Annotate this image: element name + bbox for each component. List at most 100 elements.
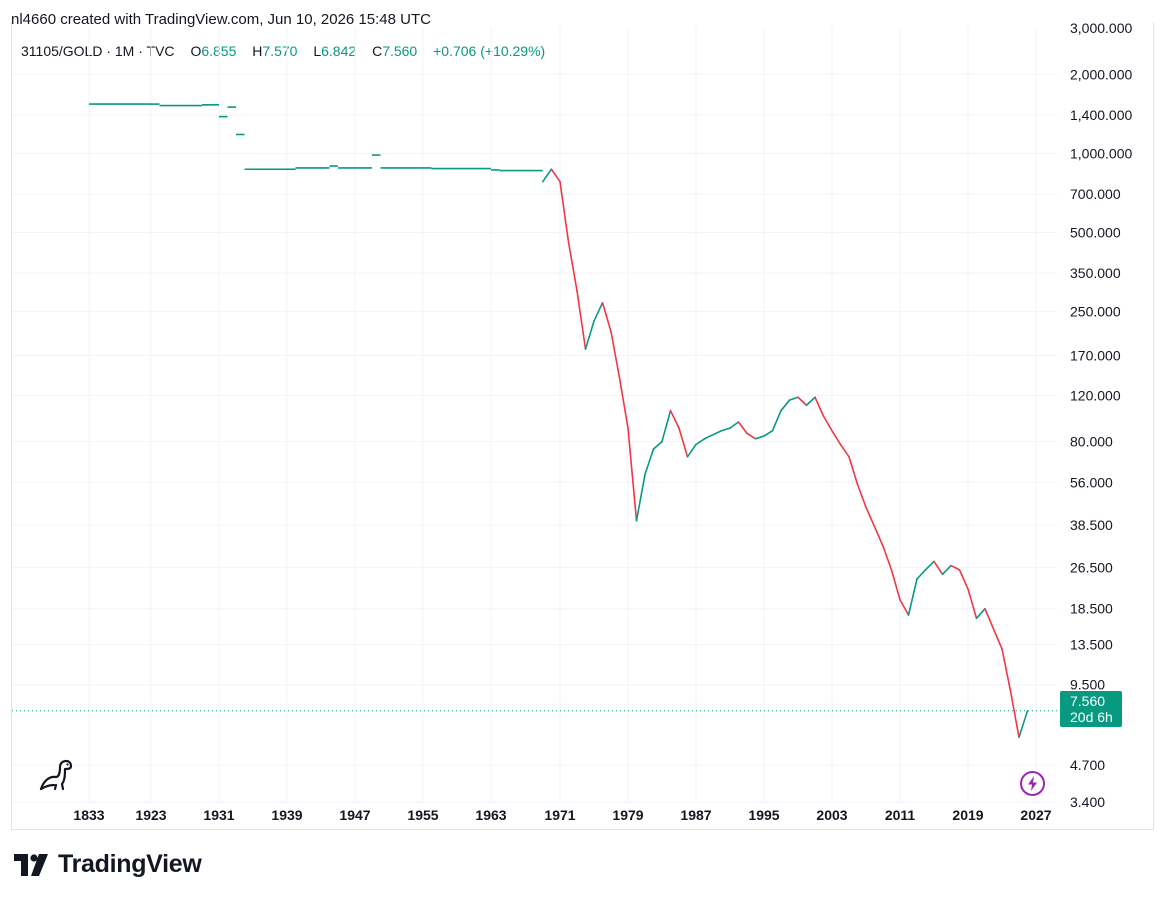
x-tick-label: 1947 — [339, 807, 370, 823]
data-point — [618, 376, 629, 429]
tradingview-logo-icon — [14, 853, 48, 876]
data-point — [805, 396, 816, 407]
y-tick-label: 250.000 — [1070, 304, 1121, 320]
x-tick-label: 1979 — [612, 807, 643, 823]
high-value: 7.570 — [262, 43, 298, 59]
data-point — [950, 564, 961, 571]
data-point — [831, 429, 842, 446]
ohlc-legend: 31105/GOLD · 1M · TVC O6.855 H7.570 L6.8… — [21, 43, 545, 59]
y-tick-label: 500.000 — [1070, 224, 1121, 240]
data-point — [933, 560, 944, 576]
data-point — [661, 409, 672, 443]
data-point — [958, 569, 969, 590]
data-point — [541, 168, 553, 183]
y-tick-label: 18.500 — [1070, 601, 1113, 617]
symbol-label[interactable]: 31105/GOLD · 1M · TVC — [21, 43, 175, 59]
change-value: +0.706 (+10.29%) — [433, 43, 546, 59]
x-tick-label: 1923 — [135, 807, 166, 823]
tradingview-brand[interactable]: TradingView — [14, 850, 202, 879]
y-tick-label: 38.500 — [1070, 517, 1113, 533]
x-tick-label: 2027 — [1020, 807, 1051, 823]
y-tick-label: 170.000 — [1070, 348, 1121, 364]
x-tick-label: 1971 — [544, 807, 575, 823]
bar-countdown: 20d 6h — [1070, 709, 1113, 725]
lightning-icon[interactable] — [1019, 770, 1046, 802]
data-point — [916, 569, 927, 580]
y-tick-label: 700.000 — [1070, 186, 1121, 202]
y-tick-label: 13.500 — [1070, 637, 1113, 653]
data-point — [559, 180, 570, 243]
data-point — [763, 429, 774, 437]
data-point — [635, 473, 646, 522]
x-tick-label: 2019 — [952, 807, 983, 823]
data-point — [593, 301, 604, 322]
data-point — [754, 435, 765, 440]
data-point — [984, 607, 995, 630]
data-point — [1018, 710, 1029, 738]
data-point — [627, 427, 638, 522]
data-point — [907, 578, 918, 616]
data-point — [584, 320, 595, 350]
data-point — [720, 427, 731, 432]
y-tick-label: 1,000.000 — [1070, 145, 1132, 161]
data-point — [601, 301, 612, 333]
data-point — [899, 598, 910, 616]
data-point — [695, 437, 706, 446]
data-point — [729, 421, 740, 429]
data-point — [882, 545, 893, 571]
brand-name: TradingView — [58, 850, 202, 878]
data-point — [797, 396, 808, 407]
y-tick-label: 350.000 — [1070, 265, 1121, 281]
y-tick-label: 56.000 — [1070, 474, 1113, 490]
low-value: 6.842 — [321, 43, 357, 59]
y-tick-label: 3,000.000 — [1070, 20, 1132, 36]
data-point — [703, 433, 714, 440]
data-point — [992, 628, 1003, 650]
x-axis-labels: 1833 1923 1931 1939 1947 1955 1963 1971 1979 1987… — [73, 807, 1051, 823]
data-point — [1009, 690, 1020, 738]
data-point — [848, 456, 859, 486]
x-tick-label: 1833 — [73, 807, 104, 823]
data-point — [924, 560, 935, 571]
data-point — [941, 564, 952, 576]
open-label: O — [190, 43, 202, 59]
y-tick-label: 4.700 — [1070, 757, 1105, 773]
data-point — [890, 569, 901, 601]
x-tick-label: 2003 — [816, 807, 847, 823]
data-point — [975, 607, 986, 620]
dinosaur-icon[interactable] — [38, 758, 74, 797]
close-label: C — [372, 43, 383, 59]
y-tick-label: 80.000 — [1070, 434, 1113, 450]
low-label: L — [313, 43, 322, 59]
data-point — [865, 506, 876, 528]
last-price-tag: 7.560 20d 6h — [1060, 691, 1122, 727]
y-axis-labels: 3,000.000 2,000.000 1,400.000 1,000.000 700.… — [1070, 20, 1132, 810]
data-point — [712, 429, 723, 436]
x-tick-label: 1955 — [407, 807, 438, 823]
chart-frame — [11, 22, 1154, 830]
x-tick-label: 2011 — [885, 807, 916, 823]
last-price-value: 7.560 — [1070, 693, 1106, 709]
data-point — [856, 483, 867, 509]
data-point — [686, 443, 697, 458]
data-point — [873, 525, 884, 547]
price-series — [89, 103, 1029, 738]
data-point — [780, 399, 791, 412]
data-point — [567, 241, 578, 292]
y-tick-label: 26.500 — [1070, 560, 1113, 576]
x-tick-label: 1963 — [475, 807, 506, 823]
data-point — [644, 448, 655, 476]
high-label: H — [252, 43, 263, 59]
data-point — [788, 396, 799, 401]
data-point — [576, 289, 587, 350]
data-point — [737, 421, 748, 435]
x-tick-label: 1939 — [271, 807, 302, 823]
data-point — [678, 427, 689, 458]
y-tick-label: 2,000.000 — [1070, 66, 1132, 82]
close-value: 7.560 — [382, 43, 418, 59]
chart-credit: nl4660 created with TradingView.com, Jun… — [11, 11, 431, 28]
data-point — [746, 432, 757, 440]
data-point — [669, 409, 680, 429]
data-point — [1001, 648, 1012, 692]
